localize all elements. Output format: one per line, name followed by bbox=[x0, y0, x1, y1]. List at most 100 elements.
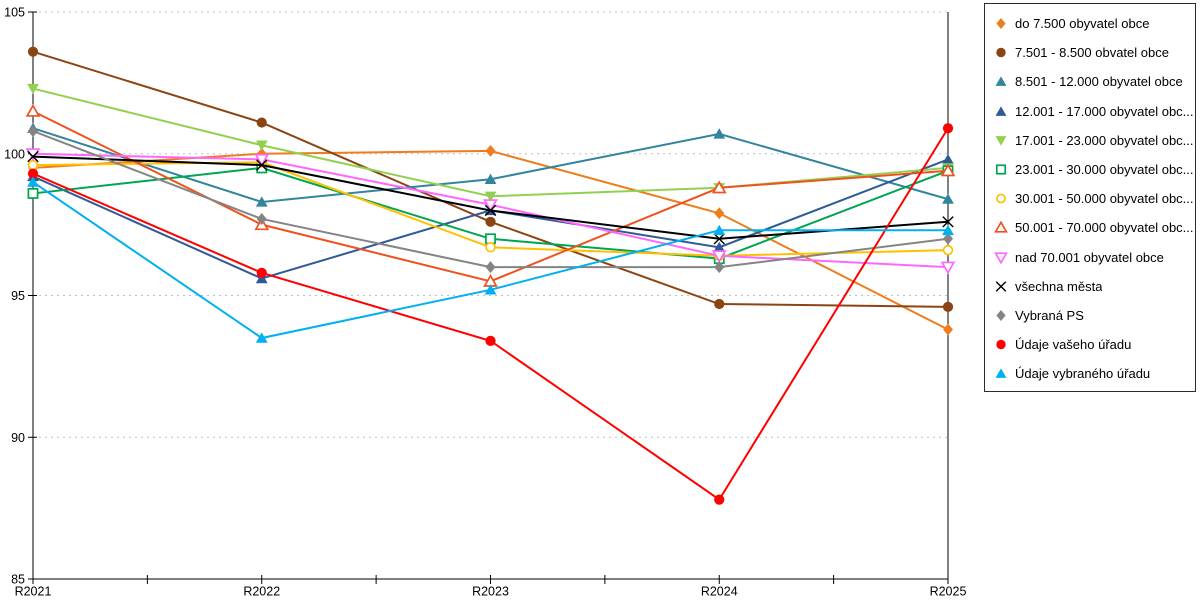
legend-item-label: nad 70.001 obyvatel obce bbox=[1015, 249, 1164, 265]
triangle-up-marker-icon bbox=[255, 272, 268, 284]
legend-diamond-icon bbox=[996, 18, 1006, 30]
circle-marker-icon bbox=[714, 298, 725, 310]
circle-marker-icon bbox=[256, 117, 267, 128]
diamond-marker-icon bbox=[943, 232, 953, 245]
legend: do 7.500 obyvatel obce 7.501 - 8.500 obva… bbox=[984, 3, 1196, 392]
diamond-marker-icon bbox=[485, 261, 496, 274]
triangle-up-marker-icon bbox=[27, 176, 39, 187]
triangle-up-marker-icon bbox=[942, 224, 954, 235]
legend-item-label: Údaje vybraného úřadu bbox=[1015, 366, 1151, 382]
diamond-marker-icon bbox=[996, 309, 1006, 321]
legend-item: všechna města bbox=[985, 272, 1195, 301]
legend-item: 23.001 - 30.000 obyvatel obc... bbox=[985, 155, 1195, 184]
legend-item-label: 30.001 - 50.000 obyvatel obc... bbox=[1015, 191, 1194, 207]
square-marker-icon bbox=[485, 233, 496, 245]
diamond-marker-icon bbox=[485, 144, 496, 157]
legend-item: Vybraná PS bbox=[985, 301, 1195, 330]
diamond-marker-icon bbox=[943, 323, 953, 336]
x-tick-label: R2023 bbox=[472, 585, 509, 599]
square-marker-icon bbox=[995, 164, 1007, 175]
legend-x-icon bbox=[995, 281, 1007, 292]
legend-item-label: Vybraná PS bbox=[1015, 307, 1084, 323]
y-tick-label: 100 bbox=[4, 147, 25, 161]
triangle-up-marker-icon bbox=[255, 196, 268, 207]
circle-marker-icon bbox=[942, 244, 954, 256]
legend-item-label: všechna města bbox=[1015, 278, 1103, 294]
legend-item: Údaje vašeho úřadu bbox=[985, 330, 1195, 359]
series-8 bbox=[25, 103, 956, 287]
triangle-down-marker-icon bbox=[994, 251, 1008, 264]
circle-marker-icon bbox=[942, 301, 954, 312]
x-marker-icon bbox=[484, 204, 497, 217]
legend-item-label: 12.001 - 17.000 obyvatel obc... bbox=[1015, 103, 1194, 119]
triangle-up-marker-icon bbox=[255, 332, 268, 343]
legend-item: do 7.500 obyvatel obce bbox=[985, 9, 1195, 38]
triangle-down-marker-icon bbox=[27, 83, 39, 95]
circle-marker-icon bbox=[714, 494, 725, 505]
triangle-down-marker-icon bbox=[254, 153, 270, 167]
legend-item: Údaje vybraného úřadu bbox=[985, 359, 1195, 388]
triangle-up-marker-icon bbox=[713, 241, 726, 253]
legend-item: 17.001 - 23.000 obyvatel obc... bbox=[985, 126, 1195, 155]
triangle-down-marker-icon bbox=[484, 191, 497, 202]
diamond-marker-icon bbox=[714, 207, 725, 220]
legend-triangle-up-icon bbox=[995, 368, 1007, 379]
legend-triangle-down-icon bbox=[994, 251, 1008, 264]
triangle-up-marker-icon bbox=[940, 163, 956, 177]
series-13 bbox=[27, 176, 954, 343]
series-2 bbox=[27, 46, 954, 312]
triangle-down-marker-icon bbox=[255, 140, 268, 151]
triangle-up-marker-icon bbox=[25, 103, 41, 117]
x-tick-label: R2022 bbox=[243, 585, 280, 599]
circle-marker-icon bbox=[485, 216, 496, 227]
triangle-up-marker-icon bbox=[713, 224, 726, 235]
square-marker-icon bbox=[27, 187, 39, 199]
x-tick-label: R2024 bbox=[701, 585, 738, 599]
circle-marker-icon bbox=[996, 193, 1006, 204]
diamond-marker-icon bbox=[28, 125, 38, 138]
legend-triangle-up-icon bbox=[995, 106, 1007, 116]
circle-marker-icon bbox=[27, 168, 39, 179]
triangle-down-marker-icon bbox=[995, 136, 1007, 146]
circle-marker-icon bbox=[485, 242, 496, 253]
triangle-up-marker-icon bbox=[942, 193, 954, 204]
y-tick-label: 105 bbox=[4, 6, 25, 20]
legend-item-label: do 7.500 obyvatel obce bbox=[1015, 16, 1150, 32]
x-marker-icon bbox=[713, 233, 725, 245]
legend-item: nad 70.001 obyvatel obce bbox=[985, 243, 1195, 272]
series-line bbox=[32, 127, 949, 203]
legend-item: 50.001 - 70.000 obyvatel obc... bbox=[985, 213, 1195, 242]
legend-item: 8.501 - 12.000 obyvatel obce bbox=[985, 67, 1195, 96]
y-tick-label: 90 bbox=[11, 431, 25, 445]
diamond-marker-icon bbox=[996, 18, 1006, 30]
circle-marker-icon bbox=[942, 123, 954, 134]
legend-item: 12.001 - 17.000 obyvatel obc... bbox=[985, 97, 1195, 126]
y-tick-label: 85 bbox=[11, 573, 25, 587]
triangle-down-marker-icon bbox=[483, 199, 498, 213]
legend-diamond-icon bbox=[996, 309, 1006, 321]
circle-marker-icon bbox=[27, 159, 39, 171]
series-10 bbox=[27, 150, 954, 245]
legend-item: 7.501 - 8.500 obvatel obce bbox=[985, 38, 1195, 67]
x-marker-icon bbox=[995, 281, 1007, 292]
circle-marker-icon bbox=[996, 48, 1006, 58]
legend-triangle-down-icon bbox=[995, 136, 1007, 146]
triangle-up-marker-icon bbox=[484, 284, 497, 295]
legend-item-label: 7.501 - 8.500 obvatel obce bbox=[1015, 45, 1169, 61]
legend-circle-icon bbox=[996, 339, 1006, 350]
triangle-up-marker-icon bbox=[994, 221, 1008, 234]
y-tick-label: 95 bbox=[11, 289, 25, 303]
legend-circle-icon bbox=[996, 48, 1006, 58]
circle-marker-icon bbox=[27, 46, 39, 57]
series-11 bbox=[28, 125, 953, 274]
triangle-up-marker-icon bbox=[942, 153, 954, 165]
triangle-up-marker-icon bbox=[484, 173, 497, 184]
legend-triangle-up-icon bbox=[994, 221, 1008, 234]
legend-item-label: 50.001 - 70.000 obyvatel obc... bbox=[1015, 220, 1194, 236]
legend-item: 30.001 - 50.000 obyvatel obc... bbox=[985, 184, 1195, 213]
series-5 bbox=[27, 83, 954, 202]
legend-item-label: 8.501 - 12.000 obyvatel obce bbox=[1015, 74, 1183, 90]
triangle-down-marker-icon bbox=[711, 250, 727, 264]
